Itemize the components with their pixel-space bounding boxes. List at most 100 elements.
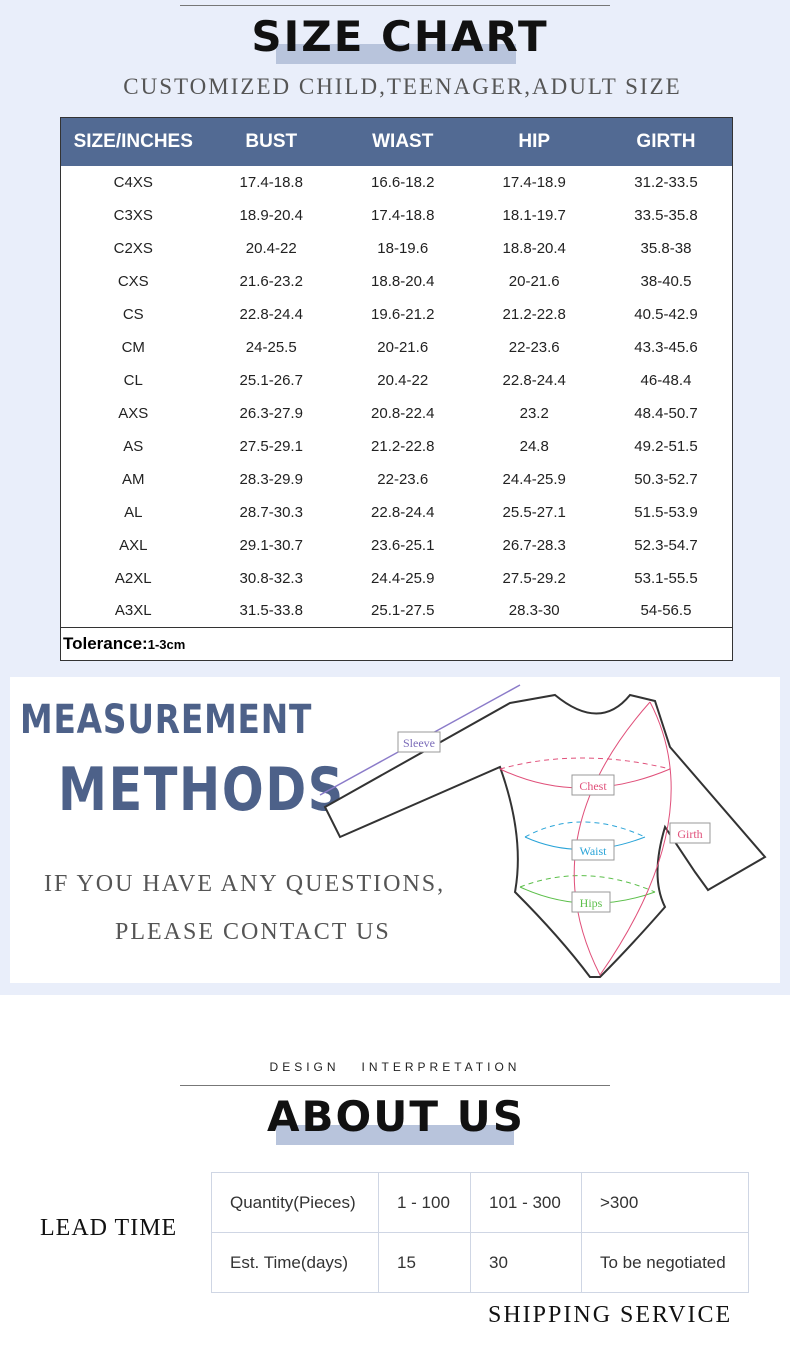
size-cell: 17.4-18.8 <box>239 173 303 191</box>
size-cell: AL <box>124 503 143 521</box>
size-cell: 38-40.5 <box>640 272 692 290</box>
lead-time-cell: To be negotiated <box>581 1232 749 1293</box>
size-cell: C3XS <box>113 206 153 224</box>
hips-line <box>519 875 656 893</box>
contact-line-2: PLEASE CONTACT US <box>115 919 391 945</box>
size-cell: 22.8-24.4 <box>371 503 435 521</box>
lead-time-label: LEAD TIME <box>40 1215 178 1241</box>
title-underline <box>276 44 516 64</box>
size-cell: AXS <box>118 404 149 422</box>
lead-time-cell: 1 - 100 <box>378 1172 471 1233</box>
size-cell: 25.5-27.1 <box>502 503 566 521</box>
size-cell: A2XL <box>114 569 152 587</box>
size-row: C3XS 18.9-20.4 17.4-18.8 18.1-19.7 33.5-35.8 <box>61 199 733 232</box>
chest-line <box>499 757 671 770</box>
size-cell: 23.2 <box>519 404 549 422</box>
size-cell: CXS <box>117 272 149 290</box>
size-row: CXS 21.6-23.2 18.8-20.4 20-21.6 38-40.5 <box>61 265 733 298</box>
size-cell: 20.4-22 <box>377 371 429 389</box>
lead-time-cell: Quantity(Pieces) <box>211 1172 379 1233</box>
tolerance-value: 1-3cm <box>147 637 186 652</box>
size-cell: CL <box>123 371 143 389</box>
size-cell: 48.4-50.7 <box>634 404 698 422</box>
size-row: CM 24-25.5 20-21.6 22-23.6 43.3-45.6 <box>61 331 733 364</box>
size-cell: CS <box>122 305 144 323</box>
waist-label: Waist <box>571 839 615 861</box>
size-row: A3XL 31.5-33.8 25.1-27.5 28.3-30 54-56.5 <box>61 595 733 628</box>
size-cell: 46-48.4 <box>640 371 692 389</box>
lead-time-table: Quantity(Pieces) 1 - 100 101 - 300 >300 … <box>211 1172 749 1293</box>
measurement-methods-panel: MEASUREMENT METHODS IF YOU HAVE ANY QUES… <box>10 677 780 983</box>
size-cell: 52.3-54.7 <box>634 536 698 554</box>
svg-text:Chest: Chest <box>579 779 607 793</box>
tolerance-note: Tolerance:1-3cm <box>60 627 733 661</box>
size-cell: 20-21.6 <box>377 338 429 356</box>
size-cell: 49.2-51.5 <box>634 437 698 455</box>
size-cell: 20.8-22.4 <box>371 404 435 422</box>
size-cell: 20-21.6 <box>508 272 560 290</box>
tolerance-label: Tolerance: <box>63 634 148 653</box>
column-header: WIAST <box>336 117 469 166</box>
size-row: C4XS 17.4-18.8 16.6-18.2 17.4-18.9 31.2-33.5 <box>61 166 733 199</box>
divider <box>180 1085 610 1086</box>
size-cell: 21.6-23.2 <box>239 272 303 290</box>
size-cell: 21.2-22.8 <box>371 437 435 455</box>
size-cell: 51.5-53.9 <box>634 503 698 521</box>
size-cell: 50.3-52.7 <box>634 470 698 488</box>
size-cell: 27.5-29.1 <box>239 437 303 455</box>
size-cell: 16.6-18.2 <box>371 173 435 191</box>
size-row: CS 22.8-24.4 19.6-21.2 21.2-22.8 40.5-42.9 <box>61 298 733 331</box>
svg-text:Hips: Hips <box>580 896 603 910</box>
size-cell: 30.8-32.3 <box>239 569 303 587</box>
size-cell: A3XL <box>114 602 152 620</box>
size-cell: 24-25.5 <box>245 338 297 356</box>
size-cell: 43.3-45.6 <box>634 338 698 356</box>
size-cell: 22-23.6 <box>508 338 560 356</box>
sleeve-label: Sleeve <box>397 731 441 753</box>
size-row: AXL 29.1-30.7 23.6-25.1 26.7-28.3 52.3-54.7 <box>61 529 733 562</box>
size-chart-subtitle: CUSTOMIZED CHILD,TEENAGER,ADULT SIZE <box>123 74 682 99</box>
size-cell: 35.8-38 <box>640 239 692 257</box>
size-cell: 28.3-29.9 <box>239 470 303 488</box>
size-cell: C4XS <box>113 173 153 191</box>
tolerance-row: Tolerance:1-3cm <box>60 627 733 661</box>
size-cell: 31.5-33.8 <box>239 602 303 620</box>
size-table: SIZE/INCHES BUST WIAST HIP GIRTH C4XS 17.4-18… <box>60 117 733 661</box>
bodysuit-diagram: Sleeve Chest Waist Hips Girth <box>319 684 767 978</box>
size-cell: 17.4-18.8 <box>371 206 435 224</box>
size-row: CL 25.1-26.7 20.4-22 22.8-24.4 46-48.4 <box>61 364 733 397</box>
column-header: SIZE/INCHES <box>60 117 206 166</box>
chest-label: Chest <box>571 774 615 796</box>
size-cell: 22.8-24.4 <box>239 305 303 323</box>
size-cell: CM <box>121 338 145 356</box>
lead-time-row: Quantity(Pieces) 1 - 100 101 - 300 >300 <box>211 1172 749 1233</box>
size-cell: 17.4-18.9 <box>502 173 566 191</box>
girth-label: Girth <box>669 822 711 844</box>
size-cell: C2XS <box>113 239 153 257</box>
size-cell: 18.9-20.4 <box>239 206 303 224</box>
column-header: GIRTH <box>599 117 733 166</box>
column-header: HIP <box>468 117 600 166</box>
size-cell: AS <box>123 437 144 455</box>
size-row: AXS 26.3-27.9 20.8-22.4 23.2 48.4-50.7 <box>61 397 733 430</box>
svg-text:Waist: Waist <box>579 844 607 858</box>
contact-line-1: IF YOU HAVE ANY QUESTIONS, <box>44 871 446 897</box>
size-cell: 18.8-20.4 <box>371 272 435 290</box>
size-chart-title: SIZE CHART <box>251 12 549 61</box>
size-cell: 22.8-24.4 <box>502 371 566 389</box>
about-us-title: ABOUT US <box>267 1092 525 1141</box>
size-cell: 25.1-27.5 <box>371 602 435 620</box>
size-row: AM 28.3-29.9 22-23.6 24.4-25.9 50.3-52.7 <box>61 463 733 496</box>
size-row: C2XS 20.4-22 18-19.6 18.8-20.4 35.8-38 <box>61 232 733 265</box>
size-cell: 24.4-25.9 <box>371 569 435 587</box>
size-row: AS 27.5-29.1 21.2-22.8 24.8 49.2-51.5 <box>61 430 733 463</box>
table-header-row: SIZE/INCHES BUST WIAST HIP GIRTH <box>60 117 733 166</box>
hips-label: Hips <box>571 891 611 913</box>
size-cell: 18-19.6 <box>377 239 429 257</box>
size-cell: 19.6-21.2 <box>371 305 435 323</box>
lead-time-cell: Est. Time(days) <box>211 1232 379 1293</box>
lead-time-cell: 15 <box>378 1232 471 1293</box>
size-cell: 28.7-30.3 <box>239 503 303 521</box>
shipping-service-label: SHIPPING SERVICE <box>488 1302 733 1328</box>
lead-time-cell: 101 - 300 <box>470 1172 582 1233</box>
